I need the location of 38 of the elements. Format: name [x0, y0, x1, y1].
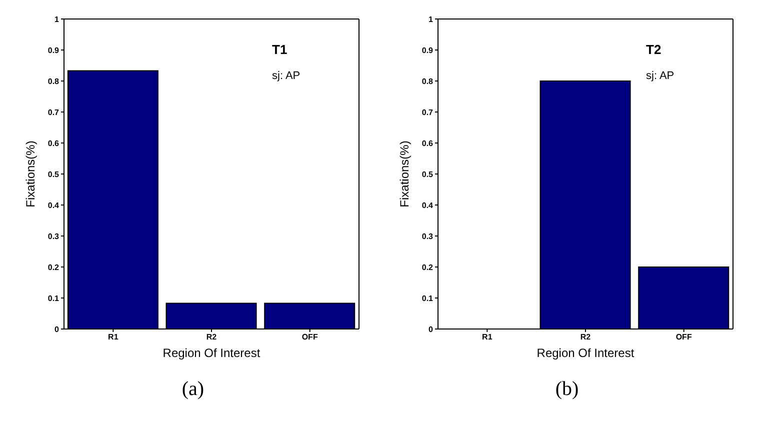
annotation: T1 [272, 42, 288, 57]
y-tick-label: 0.6 [48, 138, 60, 148]
x-axis-title: Region Of Interest [536, 346, 635, 360]
y-tick-label: 0.7 [48, 108, 60, 117]
y-tick-label: 0.4 [422, 200, 434, 210]
y-tick-label: 1 [54, 14, 60, 24]
x-tick-label: R1 [482, 332, 493, 342]
annotation: sj: AP [272, 70, 300, 82]
y-tick-label: 0.6 [422, 138, 434, 148]
x-axis-title: Region Of Interest [162, 346, 261, 360]
y-tick-label: 0.3 [48, 232, 60, 241]
y-tick-label: 0.8 [422, 76, 434, 86]
x-tick-label: OFF [302, 332, 318, 342]
y-tick-label: 0.9 [48, 46, 60, 55]
y-tick-label: 0.4 [48, 200, 60, 210]
y-tick-label: 0.5 [422, 170, 434, 179]
annotation: T2 [646, 42, 662, 57]
y-tick-label: 1 [428, 14, 434, 24]
y-tick-label: 0.3 [422, 232, 434, 241]
x-tick-label: R2 [580, 332, 592, 342]
x-tick-label: R2 [206, 332, 218, 342]
text: (a) [180, 378, 206, 401]
y-tick-label: 0.2 [422, 262, 434, 272]
y-axis-title: Fixations(%) [397, 140, 412, 208]
text: (b) [554, 378, 580, 401]
y-tick-label: 0.9 [422, 46, 434, 55]
y-axis-title: Fixations(%) [23, 140, 38, 208]
x-tick-label: R1 [108, 332, 119, 342]
y-tick-label: 0 [428, 324, 434, 334]
y-tick-label: 0.5 [48, 170, 60, 179]
y-tick-label: 0 [54, 324, 60, 334]
y-tick-label: 0.2 [48, 262, 60, 272]
y-tick-label: 0.7 [422, 108, 434, 117]
y-tick-label: 0.1 [422, 294, 434, 303]
x-tick-label: OFF [676, 332, 692, 342]
annotation: sj: AP [646, 70, 674, 82]
y-tick-label: 0.1 [48, 294, 60, 303]
y-tick-label: 0.8 [48, 76, 60, 86]
